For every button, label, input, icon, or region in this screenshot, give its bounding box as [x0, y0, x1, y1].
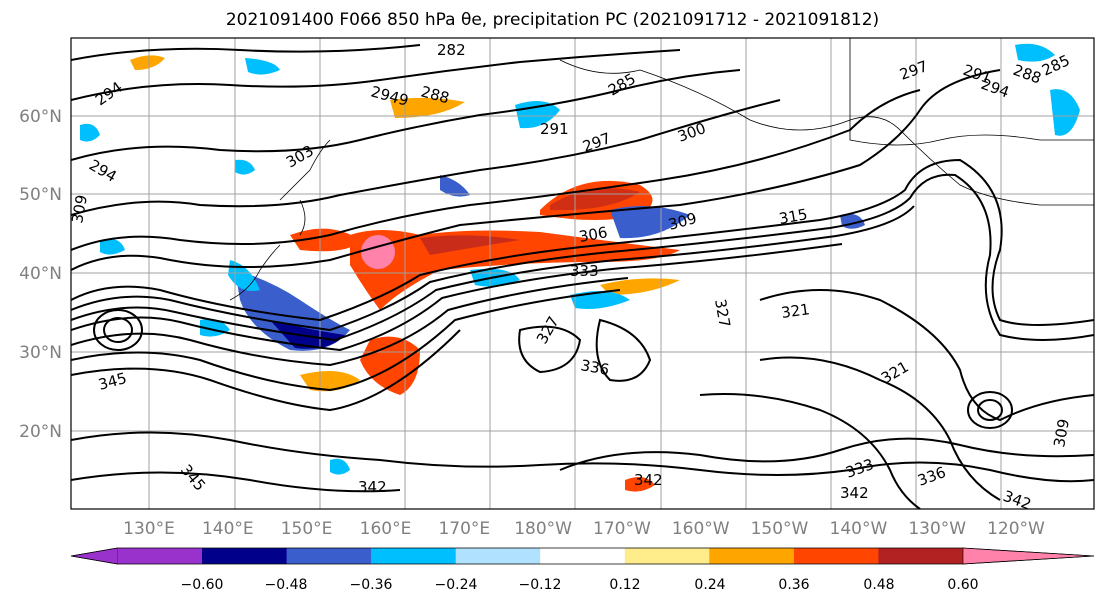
colorbar-outline [70, 547, 1095, 565]
colorbar-tick-label: 0.36 [778, 577, 809, 593]
contour-label: 282 [437, 41, 466, 59]
colorbar-tick-label: −0.36 [350, 577, 393, 593]
colorbar-swatch [455, 548, 541, 564]
colorbar-swatch [878, 548, 964, 564]
lat-label: 20°N [19, 422, 62, 442]
lon-label: 140°E [202, 519, 254, 539]
lat-label: 50°N [19, 185, 62, 205]
lat-label: 40°N [19, 264, 62, 284]
contour-label: 306 [578, 223, 609, 246]
lat-label: 60°N [19, 107, 62, 127]
colorbar-swatch [202, 548, 288, 564]
theta-e-contours [71, 44, 1094, 509]
colorbar-tick-label: −0.48 [265, 577, 308, 593]
lon-label: 120°W [987, 519, 1045, 539]
lon-label: 130°E [123, 519, 175, 539]
colorbar-tick-label: −0.60 [181, 577, 224, 593]
plot-frame [70, 37, 1095, 510]
colorbar-tick-label: 0.48 [863, 577, 894, 593]
contour-label: 342 [634, 471, 663, 489]
contour-label: 333 [570, 262, 599, 280]
contour-label: 291 [540, 120, 569, 138]
lon-label: 170°W [593, 519, 651, 539]
contour-label: 321 [780, 300, 811, 322]
colorbar [70, 547, 1095, 565]
colorbar-tick-label: 0.12 [609, 577, 640, 593]
colorbar-swatch [709, 548, 795, 564]
latitude-labels: 60°N 50°N 40°N 30°N 20°N [19, 107, 62, 442]
colorbar-swatch [286, 548, 372, 564]
contour-label: 315 [778, 205, 809, 228]
lon-label: 160°E [360, 519, 412, 539]
lat-label: 30°N [19, 343, 62, 363]
colorbar-tick-label: −0.24 [435, 577, 478, 593]
colorbar-swatch [371, 548, 457, 564]
colorbar-swatch [793, 548, 879, 564]
colorbar-swatch [540, 548, 626, 564]
coastlines [229, 38, 1094, 301]
contour-label: 342 [358, 478, 387, 496]
colorbar-tick-labels: −0.60 −0.48 −0.36 −0.24 −0.12 0.12 0.24 … [181, 577, 979, 593]
colorbar-tick-label: 0.24 [694, 577, 725, 593]
lon-label: 140°W [830, 519, 888, 539]
lon-label: 160°W [672, 519, 730, 539]
contour-label: 309 [68, 193, 91, 224]
colorbar-tick-label: −0.12 [519, 577, 562, 593]
lon-label: 170°E [438, 519, 490, 539]
lon-label: 130°W [908, 519, 966, 539]
lon-label: 180°W [514, 519, 572, 539]
map-title: 2021091400 F066 850 hPa θe, precipitatio… [225, 10, 880, 30]
contour-label: 342 [840, 484, 869, 502]
colorbar-swatch [624, 548, 710, 564]
contour-label: 327 [711, 298, 734, 329]
lon-label: 150°E [281, 519, 333, 539]
colorbar-extend-high [962, 547, 1095, 565]
longitude-labels: 130°E 140°E 150°E 160°E 170°E 180°W 170°… [123, 519, 1045, 539]
contour-label: 336 [579, 356, 610, 379]
contour-label: 309 [1050, 417, 1073, 448]
lon-label: 150°W [751, 519, 809, 539]
colorbar-extend-low [70, 547, 118, 565]
colorbar-tick-label: 0.60 [947, 577, 978, 593]
colorbar-swatch [117, 548, 203, 564]
